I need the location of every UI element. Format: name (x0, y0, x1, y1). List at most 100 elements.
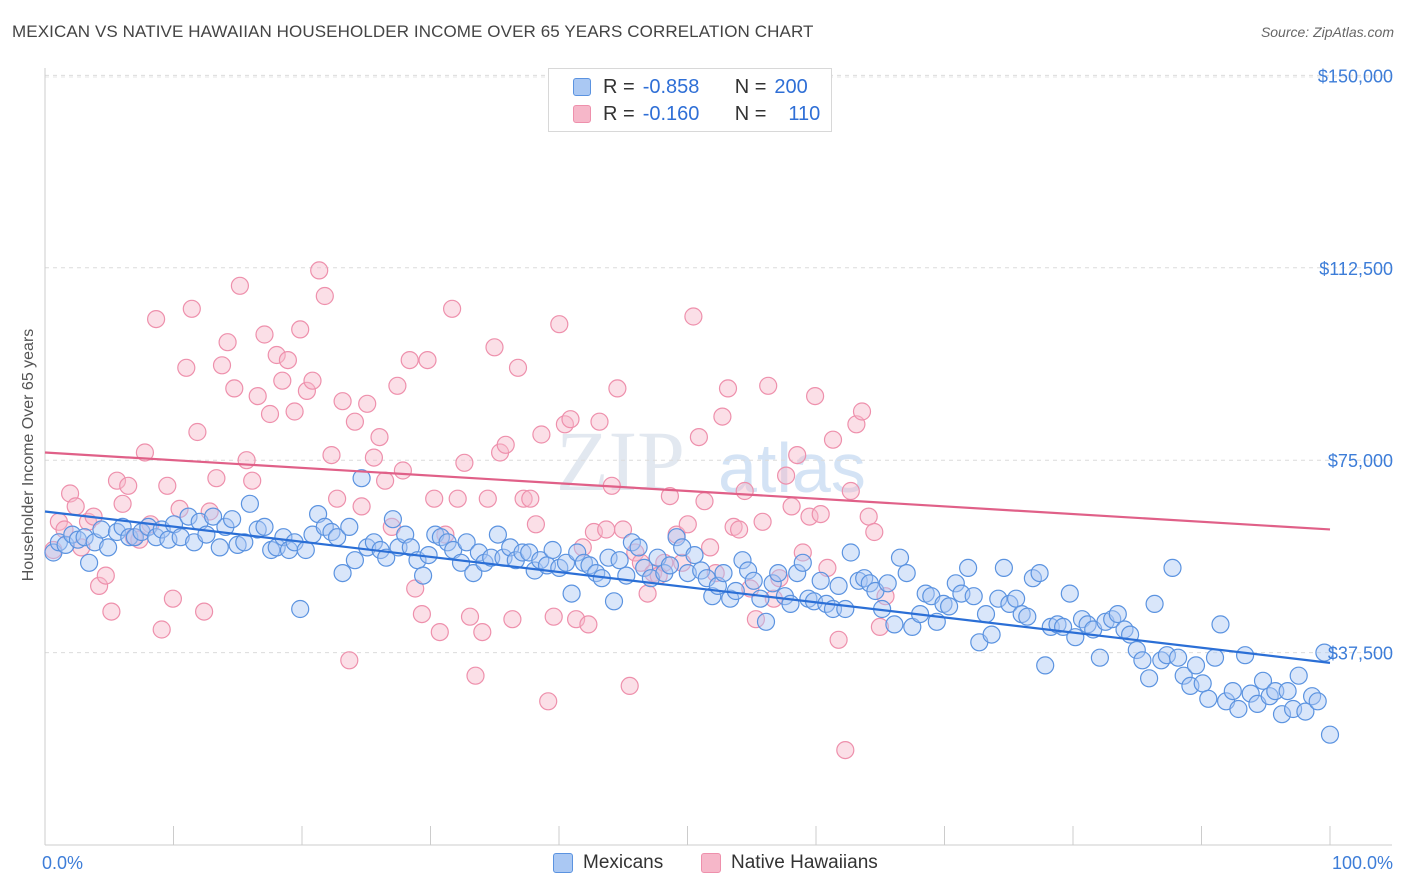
data-point (267, 345, 286, 365)
legend-swatch-native-hawaiians (701, 853, 721, 873)
data-point (303, 371, 322, 390)
legend-row-native-hawaiians: R = -0.160 N = 110 (573, 102, 820, 126)
data-point (753, 512, 772, 531)
data-point (1018, 607, 1037, 626)
data-point (626, 543, 645, 562)
data-point (805, 387, 825, 406)
data-point (684, 307, 703, 326)
data-point (878, 574, 897, 593)
data-point (119, 476, 138, 495)
data-point (763, 574, 782, 593)
data-point (315, 286, 334, 306)
data-point (225, 379, 244, 398)
data-point (212, 356, 232, 375)
data-point (526, 515, 546, 534)
legend-r-value: -0.858 (642, 75, 700, 98)
data-point (729, 520, 749, 539)
data-point (451, 553, 471, 572)
data-point (418, 351, 437, 370)
data-point (466, 666, 485, 685)
data-point (562, 584, 581, 603)
legend-swatch-mexicans (573, 78, 591, 96)
watermark-zip: ZIP (556, 413, 685, 509)
data-point (430, 622, 449, 642)
data-point (604, 592, 624, 611)
legend-n-label: N = (734, 75, 767, 98)
data-point (811, 504, 830, 524)
data-point (1211, 615, 1230, 634)
data-point (635, 558, 654, 578)
data-point (207, 469, 226, 488)
data-point (689, 428, 709, 447)
data-point (1133, 651, 1152, 670)
data-point (897, 563, 916, 583)
data-point (561, 410, 580, 429)
data-point (377, 548, 396, 567)
data-point (836, 740, 855, 760)
data-point (376, 471, 395, 490)
data-point (532, 425, 551, 444)
data-point (782, 497, 801, 516)
data-point (425, 489, 444, 508)
data-point (412, 604, 431, 624)
data-point (855, 569, 874, 588)
legend-r-label: R = (603, 102, 635, 125)
data-point (638, 584, 657, 603)
data-point (597, 520, 616, 539)
data-point (1266, 681, 1285, 701)
data-point (296, 540, 315, 560)
data-point (550, 315, 569, 334)
data-point (152, 620, 171, 639)
trend-line (44, 510, 1331, 664)
data-point (788, 446, 807, 465)
data-point (678, 515, 697, 534)
data-point (382, 517, 401, 537)
legend-r-label: R = (603, 75, 635, 98)
data-point (243, 471, 262, 490)
data-point (163, 589, 182, 608)
data-point (660, 487, 680, 506)
data-point (703, 587, 722, 606)
data-point (177, 358, 196, 377)
data-point (660, 556, 680, 575)
series-native-hawaiians (44, 261, 895, 760)
data-point (829, 630, 848, 649)
data-point (726, 581, 745, 601)
series-legend: Mexicans Native Hawaiians (0, 852, 1406, 878)
data-point (1289, 666, 1308, 685)
data-point (89, 576, 109, 596)
data-point (994, 558, 1014, 578)
data-point (188, 422, 207, 442)
y-axis-label: Householder Income Over 65 years (20, 329, 37, 582)
data-point (678, 563, 697, 583)
data-point (1078, 615, 1097, 634)
data-point (733, 551, 752, 570)
legend-item-mexicans[interactable]: Mexicans (553, 852, 663, 874)
data-point (579, 615, 598, 634)
data-point (179, 507, 198, 526)
data-point (113, 494, 132, 513)
legend-n-label: N = (734, 102, 767, 125)
data-point (223, 510, 242, 529)
data-point (310, 261, 329, 280)
data-point (1260, 687, 1279, 706)
data-point (383, 510, 402, 529)
data-point (508, 358, 528, 377)
legend-r-value: -0.160 (642, 102, 700, 125)
data-point (695, 492, 714, 511)
data-point (543, 540, 562, 560)
data-point (890, 548, 910, 567)
data-point (113, 517, 132, 537)
data-point (1174, 666, 1193, 685)
data-point (158, 476, 177, 495)
legend-swatch-native-hawaiians (573, 105, 591, 123)
data-point (197, 525, 216, 544)
data-point (521, 489, 540, 508)
y-tick-label: $37,500 (1328, 644, 1393, 664)
data-point (1108, 604, 1127, 624)
data-point (457, 533, 476, 552)
data-point (555, 415, 575, 434)
data-point (171, 528, 190, 547)
data-point (829, 576, 848, 596)
legend-item-native-hawaiians[interactable]: Native Hawaiians (701, 852, 878, 874)
